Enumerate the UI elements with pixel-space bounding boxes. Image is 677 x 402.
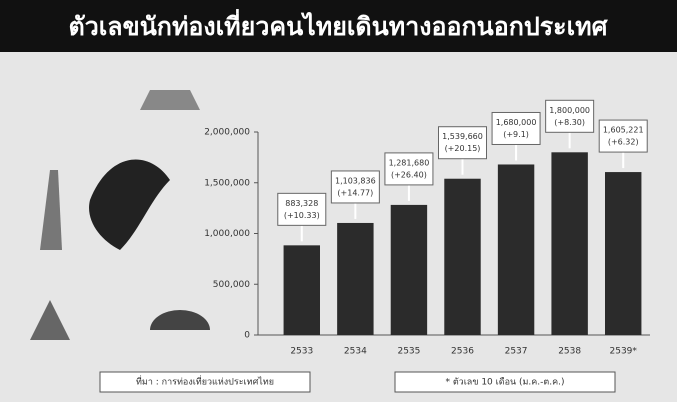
value-label: 1,103,836 [335,176,376,185]
x-tick-label: 2538 [558,347,581,357]
x-tick-label: 2536 [451,347,474,357]
bar [337,222,374,335]
label-box [598,119,648,153]
label-box [277,192,327,226]
illustration [30,90,210,340]
source-box [99,371,311,393]
label-box [491,111,541,145]
value-label: 1,800,000 [549,106,590,115]
x-tick-label: 2535 [397,347,420,357]
bar [444,178,481,335]
note-box [394,371,616,393]
y-tick-label: 1,500,000 [204,178,250,188]
label-box [438,126,487,160]
growth-label: (+26.40) [391,170,427,179]
y-tick-label: 2,000,000 [204,128,250,138]
bar [551,152,588,335]
bar [605,172,642,335]
growth-label: (+20.15) [445,144,481,153]
value-label: 1,680,000 [496,118,537,127]
value-label: 1,539,660 [442,132,483,141]
bar [497,164,535,335]
title-banner [0,0,677,52]
label-box [384,152,434,186]
x-tick-label: 2539* [610,347,638,357]
y-tick-label: 1,000,000 [204,229,250,239]
x-tick-label: 2537 [505,347,528,357]
note: * ตัวเลข 10 เดือน (ม.ค.-ต.ค.) [445,377,564,388]
value-label: 883,328 [285,199,318,208]
growth-label: (+10.33) [284,211,320,220]
value-label: 1,281,680 [389,158,430,167]
value-label: 1,605,221 [603,126,644,135]
x-tick-label: 2534 [344,347,367,357]
label-box [330,170,380,204]
bar [390,204,428,335]
label-box [545,99,595,133]
source: ที่มา : การท่องเที่ยวแห่งประเทศไทย [136,375,274,388]
growth-label: (+8.30) [554,118,585,127]
growth-label: (+14.77) [337,188,373,197]
bar [283,245,320,335]
y-tick-label: 500,000 [213,280,250,290]
chart-title: ตัวเลขนักท่องเที่ยวคนไทยเดินทางออกนอกประ… [68,9,608,41]
y-tick-label: 0 [244,331,250,341]
growth-label: (+6.32) [608,138,639,147]
x-tick-label: 2533 [290,347,313,357]
growth-label: (+9.1) [503,130,529,139]
